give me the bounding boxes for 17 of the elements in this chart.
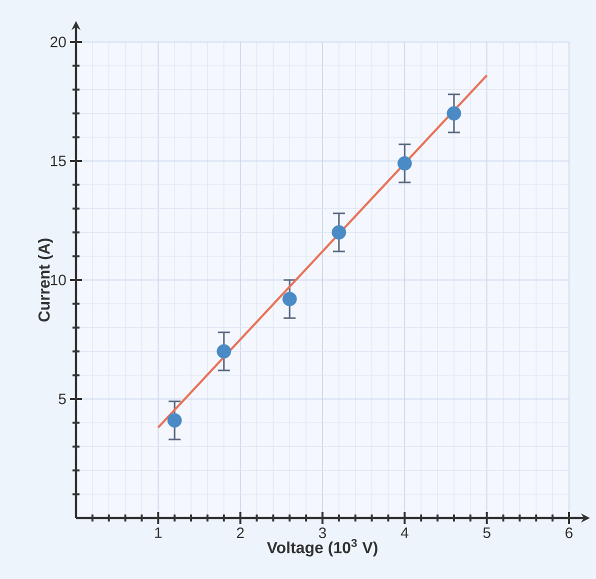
y-tick-label: 15 [50,156,66,166]
y-tick-label: 20 [50,36,66,48]
x-tick-label: 1 [155,528,162,538]
point [397,156,412,171]
point [446,106,462,121]
y-tick-label: 10 [50,274,66,286]
x-tick-label: 6 [566,528,573,538]
point [282,292,297,306]
point [332,225,346,240]
x-axis-title: Voltage (10$^{3}$ V) [266,539,378,556]
x-tick-label: 5 [483,528,490,538]
y-tick-label: 5 [58,394,66,404]
x-tick-label: 3 [318,528,326,538]
x-tick-label: 4 [400,528,408,538]
point [216,344,232,359]
point [167,413,182,428]
x-tick-label: 2 [236,528,244,538]
